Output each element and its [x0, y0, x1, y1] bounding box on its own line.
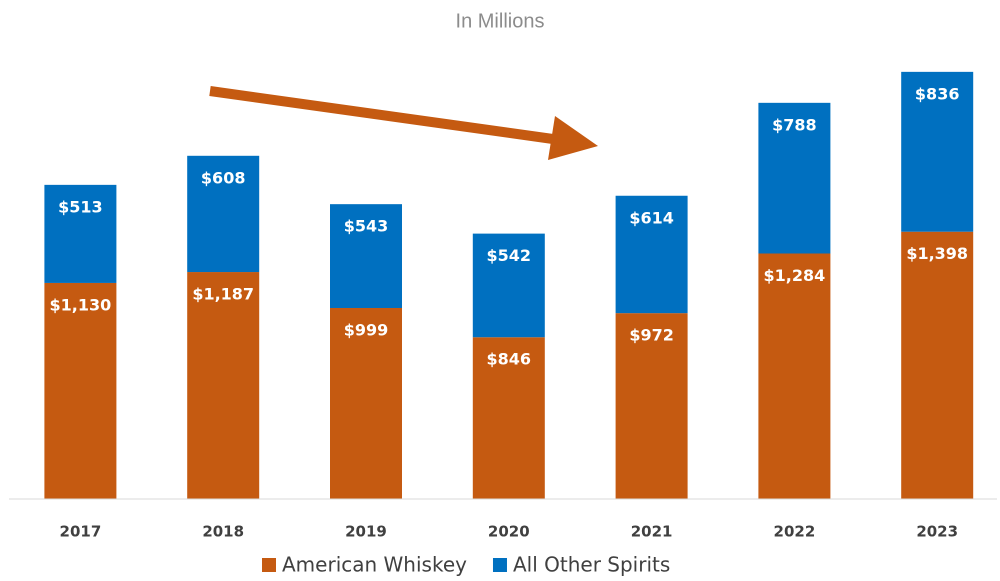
x-tick-label: 2017	[60, 523, 102, 541]
bar-segment	[44, 184, 117, 283]
bar-segment	[44, 282, 117, 499]
data-label: $608	[201, 168, 246, 187]
bar-segment	[901, 231, 974, 499]
arrow-shaft	[209, 86, 561, 145]
bar-segment	[472, 337, 545, 499]
trend-arrow	[209, 86, 598, 160]
data-label: $1,187	[192, 285, 254, 304]
data-label: $846	[487, 350, 532, 369]
bar-segment	[758, 253, 831, 499]
bar-segment	[472, 233, 545, 338]
x-tick-label: 2022	[774, 523, 816, 541]
legend-swatch	[262, 558, 276, 572]
x-tick-label: 2018	[202, 523, 244, 541]
bar-segment	[758, 102, 831, 254]
chart-subtitle: In Millions	[456, 10, 545, 32]
bar-segment	[615, 313, 688, 499]
x-tick-label: 2020	[488, 523, 530, 541]
data-label: $999	[344, 320, 389, 339]
bar-segment	[615, 195, 688, 314]
data-label: $972	[629, 326, 674, 345]
data-label: $836	[915, 84, 960, 103]
bar-segment	[901, 71, 974, 232]
legend-label: American Whiskey	[282, 553, 467, 577]
data-label: $513	[58, 197, 103, 216]
data-label: $543	[344, 217, 389, 236]
data-label: $1,130	[50, 295, 112, 314]
legend-swatch	[492, 558, 507, 572]
data-label: $1,398	[906, 244, 968, 263]
bar-segment	[187, 155, 260, 273]
data-label: $1,284	[764, 266, 826, 285]
bar-segment	[330, 204, 402, 308]
data-label: $788	[772, 115, 817, 134]
legend-label: All Other Spirits	[513, 553, 670, 577]
data-label: $614	[629, 208, 674, 227]
arrow-head	[548, 116, 598, 160]
bar-segment	[330, 307, 402, 499]
x-tick-label: 2023	[916, 523, 958, 541]
data-label: $542	[487, 246, 532, 265]
x-tick-label: 2021	[631, 523, 673, 541]
bar-segment	[187, 272, 260, 499]
x-tick-label: 2019	[345, 523, 387, 541]
